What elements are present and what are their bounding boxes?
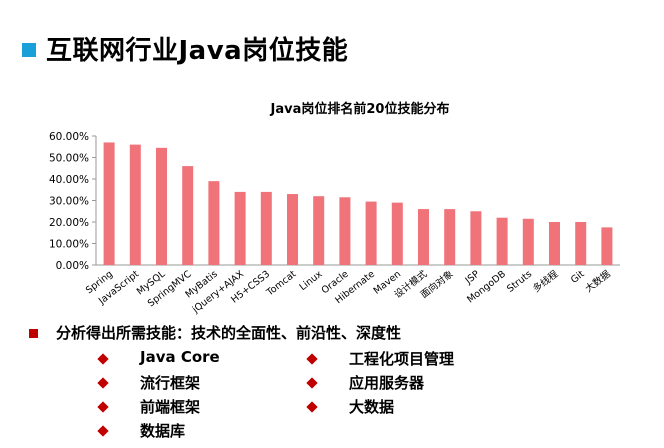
bar (339, 197, 351, 265)
diamond-bullet (97, 401, 109, 413)
chart-title: Java岗位排名前20位技能分布 (270, 101, 450, 117)
bar (208, 181, 220, 265)
bar (286, 194, 299, 265)
skill-item: Java Core (140, 348, 220, 366)
diamond-bullet (306, 377, 318, 389)
bar (129, 144, 141, 265)
bar (601, 227, 613, 265)
skill-item: 工程化项目管理 (349, 350, 455, 368)
y-axis: 0.00% 10.00% 20.00% 30.00% 40.00% 50.00% 60.00… (49, 131, 620, 272)
x-tick-label: JSP (463, 269, 482, 287)
y-tick-label: 0.00% (56, 260, 89, 272)
summary-bullet (29, 329, 38, 338)
skills-bar-chart: Java岗位排名前20位技能分布 0.00% 10.00% 20.00% 30.00%… (49, 101, 620, 316)
summary-text: 分析得出所需技能：技术的全面性、前沿性、深度性 (56, 324, 402, 342)
y-tick-label: 20.00% (49, 217, 89, 229)
bar (260, 191, 272, 265)
y-tick-label: 50.00% (49, 153, 89, 165)
y-tick-label: 10.00% (49, 239, 89, 251)
bar (182, 166, 194, 265)
x-tick-label: Struts (505, 269, 534, 295)
bar (234, 191, 246, 265)
bars (103, 142, 613, 265)
diamond-bullet (97, 425, 109, 437)
bar (103, 142, 115, 265)
bar (417, 209, 430, 265)
diamond-bullet (306, 353, 318, 365)
skill-item: 数据库 (140, 422, 186, 440)
skill-item: 前端框架 (140, 398, 201, 416)
bar (444, 209, 456, 265)
y-tick-label: 30.00% (49, 196, 89, 208)
diamond-bullet (306, 401, 318, 413)
bar (522, 218, 534, 265)
x-tick-label: Tomcat (264, 269, 299, 299)
diamond-bullet (97, 353, 109, 365)
slide-title: 互联网行业Java岗位技能 (46, 36, 349, 66)
bar (548, 222, 561, 265)
bar (313, 196, 325, 265)
bar (496, 217, 508, 265)
bar (391, 202, 403, 265)
title-accent-square (22, 43, 36, 57)
y-tick-label: 40.00% (49, 174, 89, 186)
x-tick-label: 多线程 (530, 268, 560, 295)
bar (470, 211, 482, 265)
skill-item: 流行框架 (140, 374, 201, 392)
bar (575, 222, 587, 265)
diamond-bullet (97, 377, 109, 389)
skill-item: 大数据 (349, 398, 395, 416)
skill-item: 应用服务器 (349, 374, 425, 392)
x-tick-label: Git (569, 269, 587, 286)
x-tick-label: 大数据 (583, 268, 613, 295)
y-tick-label: 60.00% (49, 131, 89, 143)
x-axis-labels: SpringJavaScriptMySQLSpringMVCMyBatisjQu… (84, 268, 613, 316)
bar (365, 201, 377, 265)
bar (155, 147, 168, 265)
